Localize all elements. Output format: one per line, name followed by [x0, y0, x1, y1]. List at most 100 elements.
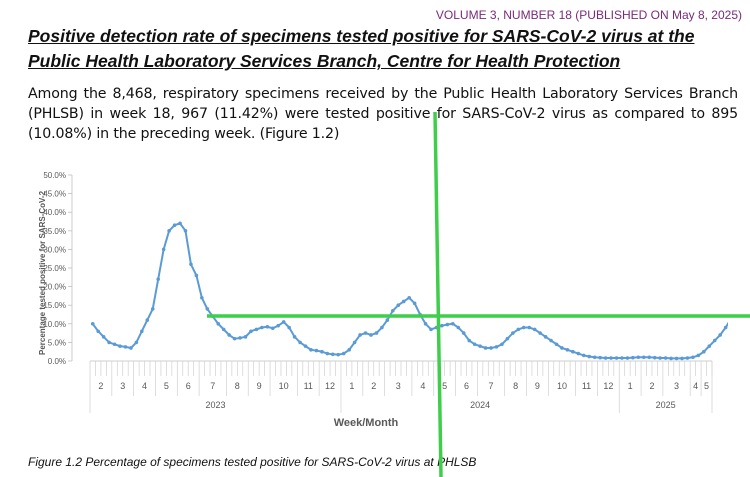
data-point	[221, 327, 226, 332]
data-point	[511, 331, 515, 335]
data-point	[581, 353, 586, 358]
x-axis-label: Week/Month	[334, 417, 399, 429]
data-point	[281, 320, 286, 324]
data-point	[565, 348, 570, 352]
data-point	[172, 223, 177, 228]
month-tick-label: 3	[674, 381, 679, 391]
data-point	[249, 329, 253, 334]
data-point	[412, 301, 417, 306]
data-point	[516, 327, 521, 332]
data-point	[358, 333, 362, 337]
y-tick-label: 0.0%	[48, 357, 66, 366]
data-point	[118, 344, 122, 348]
data-point	[603, 356, 608, 360]
data-point	[194, 273, 199, 278]
y-tick-label: 25.0%	[43, 264, 66, 273]
month-tick-label: 2	[98, 381, 103, 391]
section-title: Positive detection rate of specimens tes…	[28, 26, 695, 71]
month-tick-label: 4	[420, 381, 425, 391]
data-point	[560, 346, 564, 350]
data-point	[489, 346, 493, 350]
data-point	[549, 338, 553, 343]
month-tick-label: 2	[371, 381, 376, 391]
summary-paragraph: Among the 8,468, respiratory specimens r…	[28, 86, 738, 142]
data-point	[674, 356, 679, 361]
data-point	[663, 356, 668, 360]
data-point	[702, 349, 706, 354]
y-tick-label: 45.0%	[43, 190, 66, 199]
data-point	[232, 336, 237, 341]
data-point	[641, 355, 646, 360]
year-tick-label: 2025	[656, 400, 676, 410]
data-point	[227, 333, 231, 337]
data-point	[532, 327, 537, 332]
data-point	[161, 247, 166, 252]
month-tick-label: 2	[649, 381, 654, 391]
y-tick-label: 40.0%	[43, 208, 66, 217]
y-tick-label: 5.0%	[48, 338, 66, 347]
data-point	[521, 325, 526, 330]
data-point	[396, 303, 401, 307]
data-point	[691, 355, 695, 360]
data-point	[592, 355, 597, 360]
data-point	[112, 342, 117, 347]
data-point	[369, 333, 373, 337]
data-point	[636, 355, 641, 360]
data-point	[123, 345, 128, 349]
data-point	[254, 327, 259, 332]
data-point	[189, 262, 193, 267]
data-point	[478, 344, 482, 348]
data-point	[150, 307, 155, 311]
data-point	[156, 277, 161, 281]
data-point	[178, 221, 182, 226]
data-point	[205, 307, 210, 311]
data-point	[712, 338, 717, 343]
data-point	[200, 295, 204, 300]
data-point	[314, 348, 319, 353]
data-point	[238, 336, 242, 340]
series-line	[91, 222, 728, 360]
month-tick-label: 11	[304, 381, 313, 391]
data-point	[494, 345, 499, 349]
data-point	[145, 318, 150, 322]
data-point	[461, 331, 466, 335]
data-point	[336, 352, 341, 357]
data-point	[543, 335, 548, 339]
positivity-line-chart: 0.0% 5.0% 10.0% 15.0% 20.0% 25.0% 30.0% 35.0% 40…	[38, 171, 728, 429]
month-tick-label: 12	[325, 381, 335, 391]
data-point	[292, 335, 297, 339]
month-tick-label: 12	[603, 381, 613, 391]
y-axis: 0.0% 5.0% 10.0% 15.0% 20.0% 25.0% 30.0% 35.0% 40…	[43, 171, 73, 366]
data-point	[472, 342, 477, 347]
data-point	[385, 318, 390, 322]
year-tick-label: 2023	[205, 400, 225, 410]
data-point	[538, 331, 542, 335]
data-point	[451, 322, 455, 326]
data-point	[260, 325, 264, 330]
data-point	[107, 340, 111, 345]
volume-header: VOLUME 3, NUMBER 18 (PUBLISHED ON May 8,…	[435, 8, 742, 22]
data-point	[587, 354, 592, 359]
data-point	[527, 325, 532, 330]
data-point	[407, 295, 411, 300]
month-tick-label: 5	[704, 381, 709, 391]
data-point	[614, 356, 619, 360]
data-point	[631, 355, 635, 360]
data-point	[330, 352, 335, 357]
y-tick-label: 50.0%	[43, 171, 66, 180]
month-tick-label: 5	[164, 381, 169, 391]
data-point	[391, 308, 395, 313]
y-tick-label: 20.0%	[43, 283, 66, 292]
year-tick-label: 2024	[470, 400, 490, 410]
month-tick-label: 9	[257, 381, 262, 391]
data-point	[423, 322, 428, 326]
month-tick-label: 10	[279, 381, 289, 391]
data-point	[90, 322, 95, 326]
data-point	[554, 342, 559, 347]
data-point	[669, 356, 673, 361]
data-point	[505, 336, 510, 341]
data-point	[658, 356, 662, 360]
month-tick-label: 10	[557, 381, 567, 391]
data-point	[134, 340, 139, 345]
